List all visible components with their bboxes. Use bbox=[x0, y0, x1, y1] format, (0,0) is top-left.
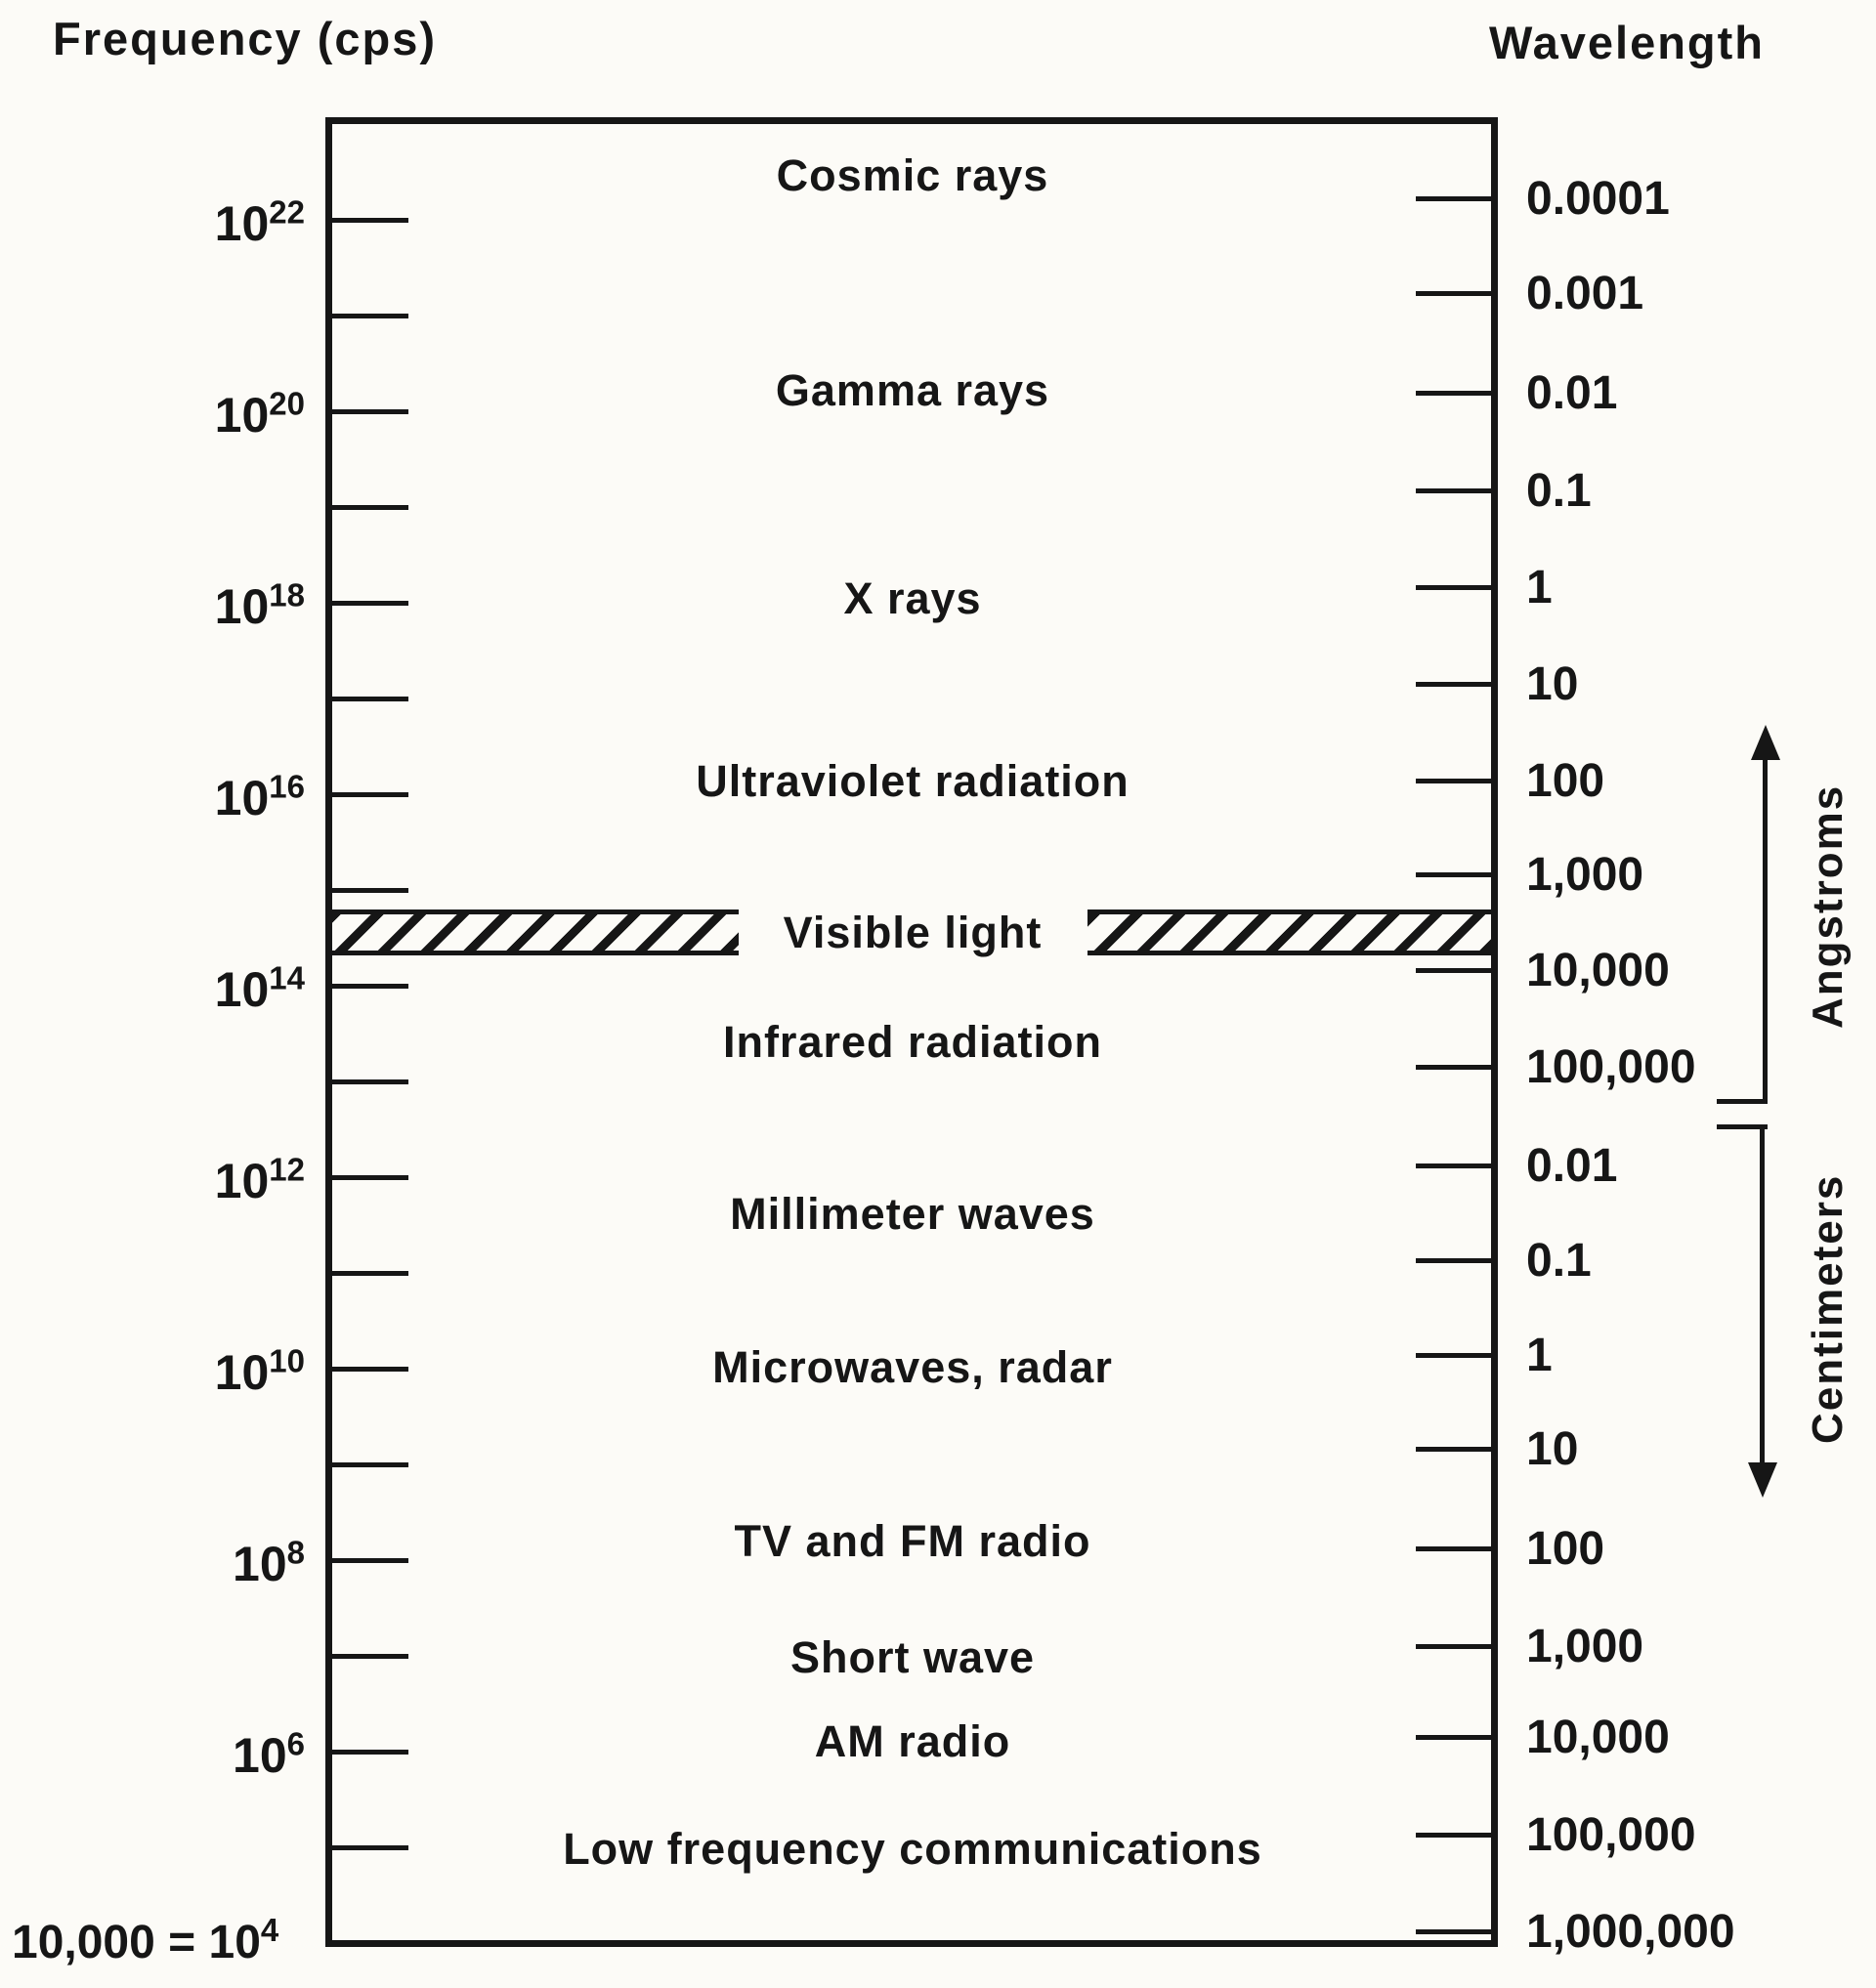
frequency-tick-label: 1022 bbox=[214, 193, 305, 251]
frequency-tick-label: 108 bbox=[233, 1534, 305, 1591]
wavelength-tick-label: 10,000 bbox=[1526, 945, 1670, 996]
frequency-tick-minor bbox=[328, 697, 408, 701]
spectrum-chart-frame bbox=[325, 117, 1498, 1947]
angstroms-arrow-up-icon bbox=[1751, 725, 1780, 760]
wavelength-tick-label: 10 bbox=[1526, 658, 1579, 710]
frequency-tick-label: 1020 bbox=[214, 385, 305, 443]
centimeters-arrow-hook bbox=[1717, 1124, 1768, 1129]
wavelength-tick bbox=[1416, 1644, 1496, 1649]
wavelength-tick-label: 10,000 bbox=[1526, 1712, 1670, 1763]
frequency-tick-minor bbox=[328, 1462, 408, 1467]
frequency-axis-title: Frequency (cps) bbox=[53, 13, 438, 64]
frequency-tick-minor bbox=[328, 505, 408, 510]
band-label-infrared-radiation: Infrared radiation bbox=[722, 1017, 1103, 1067]
wavelength-tick bbox=[1416, 291, 1496, 296]
angstroms-unit-label: Angstroms bbox=[1804, 783, 1852, 1030]
angstroms-arrow-hook bbox=[1717, 1099, 1768, 1104]
wavelength-tick bbox=[1416, 1929, 1496, 1934]
wavelength-tick bbox=[1416, 1735, 1496, 1740]
wavelength-tick bbox=[1416, 872, 1496, 877]
frequency-tick-major bbox=[328, 601, 408, 606]
frequency-tick-label: 1012 bbox=[214, 1151, 305, 1208]
band-label-tv-and-fm-radio: TV and FM radio bbox=[734, 1516, 1091, 1566]
frequency-tick-label: 1016 bbox=[214, 768, 305, 825]
wavelength-tick-label: 100,000 bbox=[1526, 1041, 1696, 1093]
wavelength-tick bbox=[1416, 779, 1496, 783]
wavelength-tick-label: 1,000,000 bbox=[1526, 1906, 1735, 1958]
frequency-tick-major bbox=[328, 1367, 408, 1372]
centimeters-arrow-line bbox=[1760, 1126, 1765, 1464]
frequency-tick-major bbox=[328, 1750, 408, 1755]
wavelength-tick-label: 1 bbox=[1526, 1330, 1553, 1381]
frequency-tick-label: 1010 bbox=[214, 1342, 305, 1400]
wavelength-tick-label: 1 bbox=[1526, 562, 1553, 613]
wavelength-tick bbox=[1416, 1163, 1496, 1168]
wavelength-axis-title: Wavelength bbox=[1488, 17, 1765, 68]
frequency-tick-label: 1018 bbox=[214, 576, 305, 634]
frequency-tick-major bbox=[328, 984, 408, 989]
wavelength-tick-label: 0.01 bbox=[1526, 1140, 1618, 1192]
frequency-tick-minor bbox=[328, 1845, 408, 1850]
wavelength-tick-label: 1,000 bbox=[1526, 849, 1644, 901]
frequency-tick-major bbox=[328, 218, 408, 223]
wavelength-tick-label: 100,000 bbox=[1526, 1809, 1696, 1861]
band-label-gamma-rays: Gamma rays bbox=[775, 365, 1050, 415]
wavelength-tick bbox=[1416, 682, 1496, 687]
band-label-ultraviolet-radiation: Ultraviolet radiation bbox=[696, 756, 1130, 806]
band-label-cosmic-rays: Cosmic rays bbox=[776, 150, 1049, 200]
wavelength-tick bbox=[1416, 1353, 1496, 1358]
frequency-tick-minor bbox=[328, 314, 408, 318]
frequency-tick-minor bbox=[328, 1271, 408, 1276]
wavelength-tick bbox=[1416, 488, 1496, 493]
frequency-tick-major bbox=[328, 1558, 408, 1563]
frequency-tick-minor bbox=[328, 888, 408, 893]
band-label-millimeter-waves: Millimeter waves bbox=[730, 1189, 1095, 1239]
visible-light-hatch-left bbox=[328, 909, 739, 955]
wavelength-tick-label: 1,000 bbox=[1526, 1621, 1644, 1672]
frequency-bottom-equation: 10,000 = 104 bbox=[12, 1912, 279, 1968]
wavelength-tick bbox=[1416, 196, 1496, 201]
wavelength-tick-label: 0.1 bbox=[1526, 465, 1592, 517]
frequency-tick-label: 1014 bbox=[214, 959, 305, 1017]
band-label-microwaves-radar: Microwaves, radar bbox=[712, 1342, 1113, 1392]
wavelength-tick bbox=[1416, 1447, 1496, 1452]
frequency-tick-major bbox=[328, 1175, 408, 1180]
band-label-low-frequency-communications: Low frequency communications bbox=[563, 1824, 1262, 1874]
wavelength-tick bbox=[1416, 968, 1496, 973]
centimeters-arrow-down-icon bbox=[1748, 1462, 1777, 1498]
centimeters-unit-label: Centimeters bbox=[1804, 1173, 1852, 1445]
wavelength-tick bbox=[1416, 1546, 1496, 1551]
band-label-short-wave: Short wave bbox=[789, 1632, 1036, 1682]
wavelength-tick-label: 0.0001 bbox=[1526, 173, 1670, 225]
band-label-am-radio: AM radio bbox=[814, 1716, 1011, 1766]
band-label-x-rays: X rays bbox=[843, 573, 982, 623]
frequency-tick-major bbox=[328, 792, 408, 797]
band-label-visible-light: Visible light bbox=[783, 908, 1043, 957]
wavelength-tick bbox=[1416, 391, 1496, 396]
angstroms-arrow-line bbox=[1763, 756, 1768, 1102]
frequency-tick-minor bbox=[328, 1079, 408, 1084]
wavelength-tick bbox=[1416, 585, 1496, 590]
wavelength-tick bbox=[1416, 1258, 1496, 1263]
wavelength-tick-label: 100 bbox=[1526, 755, 1605, 807]
frequency-tick-major bbox=[328, 409, 408, 414]
wavelength-tick-label: 0.001 bbox=[1526, 268, 1644, 319]
frequency-tick-minor bbox=[328, 1654, 408, 1659]
wavelength-tick-label: 10 bbox=[1526, 1423, 1579, 1475]
wavelength-tick bbox=[1416, 1833, 1496, 1838]
wavelength-tick bbox=[1416, 1065, 1496, 1070]
wavelength-tick-label: 0.01 bbox=[1526, 367, 1618, 419]
visible-light-hatch-right bbox=[1087, 909, 1495, 955]
wavelength-tick-label: 0.1 bbox=[1526, 1235, 1592, 1287]
frequency-tick-label: 106 bbox=[233, 1725, 305, 1783]
wavelength-tick-label: 100 bbox=[1526, 1523, 1605, 1575]
